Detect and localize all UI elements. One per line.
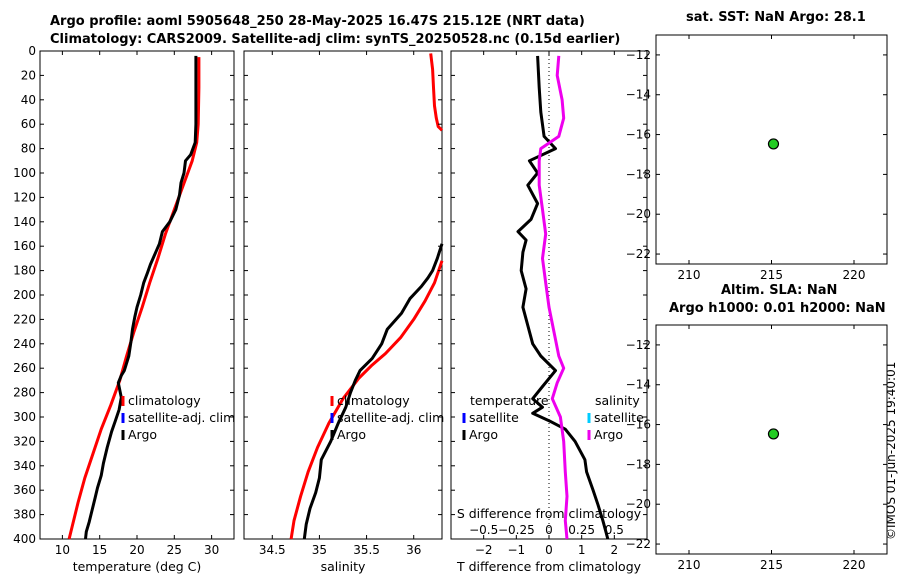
sla-map-y-tick-label: −12 bbox=[626, 338, 651, 352]
salinity-plot-area bbox=[243, 50, 443, 540]
depth-tick-label: 200 bbox=[13, 288, 36, 302]
difference-legend-s-argo-label: Argo bbox=[594, 427, 623, 442]
depth-tick-label: 100 bbox=[13, 166, 36, 180]
depth-tick-label: 300 bbox=[13, 410, 36, 424]
sla-title-line-2: Argo h1000: 0.01 h2000: NaN bbox=[669, 301, 886, 316]
depth-tick-label: 400 bbox=[13, 532, 36, 546]
difference-x-tick-label: 1 bbox=[578, 543, 586, 557]
difference-x-tick-label: 0 bbox=[545, 543, 553, 557]
temperature-legend-satellite-label: satellite-adj. clim bbox=[128, 410, 235, 425]
temperature-x-tick-label: 30 bbox=[204, 543, 219, 557]
sla-map-y-tick-label: −18 bbox=[626, 457, 651, 471]
sla-map-y-tick-label: −16 bbox=[626, 418, 651, 432]
salinity-legend-satellite-label: satellite-adj. clim bbox=[337, 410, 444, 425]
temperature-series-Argo bbox=[84, 55, 198, 540]
depth-tick-label: 260 bbox=[13, 361, 36, 375]
difference-legend-s-satellite-label: satellite bbox=[594, 410, 644, 425]
salinity-difference-tick-label: 0 bbox=[545, 523, 553, 537]
depth-tick-label: 20 bbox=[21, 68, 36, 82]
sla-map-x-tick-label: 210 bbox=[678, 558, 701, 572]
depth-tick-label: 220 bbox=[13, 312, 36, 326]
temperature-plot-area bbox=[39, 50, 235, 540]
sst-map-plot-area bbox=[655, 34, 888, 265]
depth-tick-label: 140 bbox=[13, 215, 36, 229]
sst-map-y-tick-label: −20 bbox=[626, 207, 651, 221]
salinity-x-tick-label: 35.5 bbox=[353, 543, 380, 557]
depth-tick-label: 240 bbox=[13, 337, 36, 351]
salinity-series-climatology bbox=[429, 53, 444, 132]
sla-map-x-tick-label: 220 bbox=[843, 558, 866, 572]
sst-map-y-tick-label: −16 bbox=[626, 128, 651, 142]
salinity-legend-argo-label: Argo bbox=[337, 427, 366, 442]
difference-series-T-difference bbox=[516, 55, 610, 540]
temperature-x-tick-label: 10 bbox=[55, 543, 70, 557]
salinity-x-axis-label: salinity bbox=[321, 559, 366, 574]
depth-tick-label: 340 bbox=[13, 459, 36, 473]
depth-tick-label: 0 bbox=[28, 44, 36, 58]
depth-tick-label: 280 bbox=[13, 386, 36, 400]
difference-x-axis-label: T difference from climatology bbox=[456, 559, 642, 574]
sst-map-x-tick-label: 215 bbox=[760, 268, 783, 282]
salinity-difference-axis-label: S difference from climatology bbox=[457, 506, 642, 521]
depth-tick-label: 120 bbox=[13, 190, 36, 204]
sla-map-profile-location-marker bbox=[767, 428, 780, 440]
difference-legend-t-satellite-label: satellite bbox=[469, 410, 519, 425]
sst-title: sat. SST: NaN Argo: 28.1 bbox=[686, 10, 866, 25]
sst-map-y-tick-label: −14 bbox=[626, 88, 651, 102]
temperature-legend-argo-label: Argo bbox=[128, 427, 157, 442]
salinity-difference-tick-label: 0.5 bbox=[605, 523, 624, 537]
temperature-legend-climatology-label: climatology bbox=[128, 393, 201, 408]
difference-x-tick-label: −2 bbox=[475, 543, 493, 557]
title-line-2: Climatology: CARS2009. Satellite-adj cli… bbox=[50, 32, 621, 47]
salinity-x-tick-label: 34.5 bbox=[259, 543, 286, 557]
sla-map-y-tick-label: −14 bbox=[626, 378, 651, 392]
temperature-x-tick-label: 20 bbox=[129, 543, 144, 557]
temperature-x-tick-label: 25 bbox=[167, 543, 182, 557]
salinity-x-tick-label: 35 bbox=[312, 543, 327, 557]
sla-map-x-tick-label: 215 bbox=[760, 558, 783, 572]
depth-tick-label: 40 bbox=[21, 93, 36, 107]
salinity-difference-tick-label: −0.25 bbox=[498, 523, 535, 537]
sla-map-y-tick-label: −20 bbox=[626, 497, 651, 511]
temperature-x-tick-label: 15 bbox=[92, 543, 107, 557]
salinity-difference-tick-label: 0.25 bbox=[568, 523, 595, 537]
sla-title-line-1: Altim. SLA: NaN bbox=[721, 283, 838, 298]
difference-x-tick-label: 2 bbox=[611, 543, 619, 557]
sst-map-y-tick-label: −22 bbox=[626, 247, 651, 261]
difference-legend-temperature-label: temperature bbox=[470, 393, 549, 408]
sst-map-x-tick-label: 220 bbox=[843, 268, 866, 282]
sst-map-y-tick-label: −18 bbox=[626, 167, 651, 181]
depth-tick-label: 360 bbox=[13, 483, 36, 497]
depth-tick-label: 80 bbox=[21, 142, 36, 156]
salinity-difference-tick-label: −0.5 bbox=[469, 523, 498, 537]
difference-x-tick-label: −1 bbox=[507, 543, 525, 557]
title-line-1: Argo profile: aoml 5905648_250 28-May-20… bbox=[50, 14, 585, 29]
salinity-legend-climatology-label: climatology bbox=[337, 393, 410, 408]
difference-legend-t-argo-label: Argo bbox=[469, 427, 498, 442]
depth-tick-label: 320 bbox=[13, 434, 36, 448]
sla-map-y-tick-label: −22 bbox=[626, 537, 651, 551]
sst-map-y-tick-label: −12 bbox=[626, 48, 651, 62]
sla-map-plot-area bbox=[655, 324, 888, 555]
difference-series-S-difference bbox=[537, 55, 569, 540]
temperature-series-climatology bbox=[67, 57, 201, 540]
salinity-series-climatology_deep bbox=[289, 260, 444, 540]
temperature-x-axis-label: temperature (deg C) bbox=[73, 559, 202, 574]
salinity-series-Argo bbox=[302, 243, 444, 540]
sst-map-x-tick-label: 210 bbox=[678, 268, 701, 282]
depth-tick-label: 180 bbox=[13, 264, 36, 278]
sst-map-profile-location-marker bbox=[767, 138, 780, 150]
difference-legend-salinity-label: salinity bbox=[595, 393, 640, 408]
depth-tick-label: 60 bbox=[21, 117, 36, 131]
salinity-x-tick-label: 36 bbox=[406, 543, 421, 557]
depth-tick-label: 160 bbox=[13, 239, 36, 253]
depth-tick-label: 380 bbox=[13, 508, 36, 522]
